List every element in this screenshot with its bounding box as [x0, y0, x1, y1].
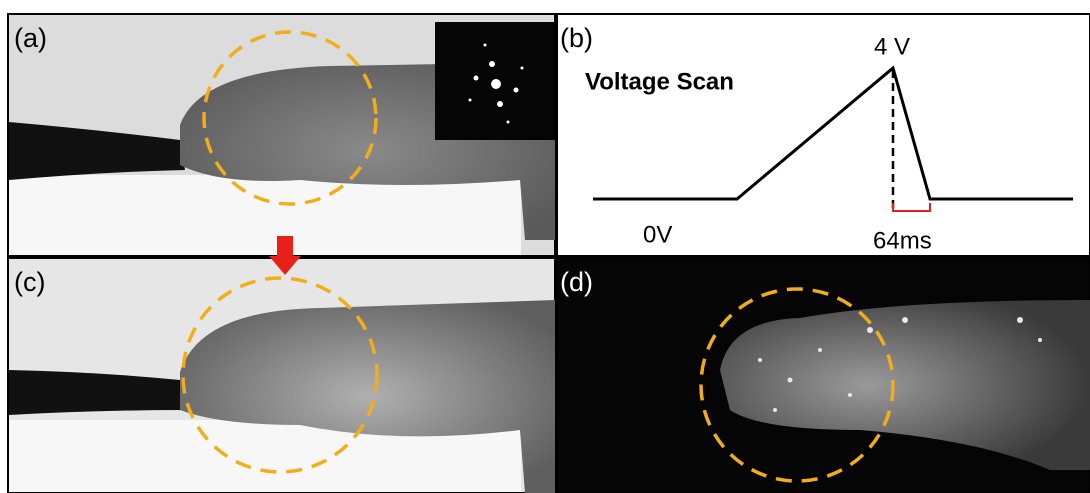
figure: (a) (b) Voltage Scan 4 V 0V 64ms (c) (d) — [0, 0, 1090, 493]
panel-label: (a) — [14, 23, 47, 53]
panel-b: (b) Voltage Scan 4 V 0V 64ms — [557, 14, 1090, 256]
substrate — [9, 175, 521, 255]
panel-d: (d) — [557, 258, 1090, 493]
panel-c: (c) — [8, 258, 555, 493]
waveform-title: Voltage Scan — [585, 68, 734, 95]
panel-label: (b) — [560, 23, 593, 53]
panel-label: (c) — [14, 267, 45, 297]
peak-label: 4 V — [874, 33, 910, 60]
base-label: 0V — [643, 221, 672, 248]
panel-a: (a) — [8, 14, 555, 256]
panel-frame — [557, 14, 1090, 256]
panel-label: (d) — [560, 267, 593, 297]
duration-label: 64ms — [873, 227, 932, 254]
